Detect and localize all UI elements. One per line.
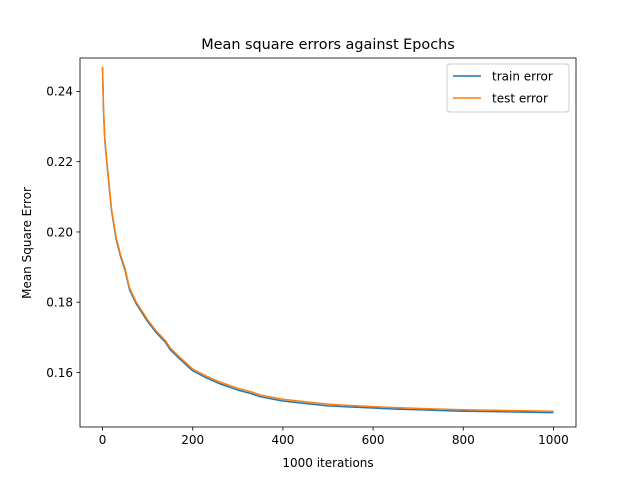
y-tick-label: 0.18 bbox=[46, 296, 73, 310]
x-tick-label: 600 bbox=[362, 433, 385, 447]
x-tick-label: 400 bbox=[271, 433, 294, 447]
x-tick-label: 200 bbox=[181, 433, 204, 447]
y-tick-label: 0.22 bbox=[46, 155, 73, 169]
legend-entry-test-error: test error bbox=[492, 91, 548, 105]
chart-title: Mean square errors against Epochs bbox=[201, 37, 454, 53]
x-tick-label: 800 bbox=[452, 433, 475, 447]
series-line-test-error bbox=[101, 66, 554, 412]
plot-area bbox=[79, 57, 577, 428]
x-tick-label: 0 bbox=[99, 433, 107, 447]
y-tick-label: 0.24 bbox=[46, 85, 73, 99]
x-axis-label: 1000 iterations bbox=[282, 456, 373, 470]
series-line-train-error bbox=[101, 68, 554, 414]
y-axis-ticks: 0.16 0.18 0.20 0.22 0.24 bbox=[46, 85, 80, 380]
y-tick-label: 0.16 bbox=[46, 366, 73, 380]
y-tick-label: 0.20 bbox=[46, 225, 73, 239]
legend: train error test error bbox=[446, 63, 570, 113]
y-axis-label: Mean Square Error bbox=[20, 187, 34, 299]
x-tick-label: 1000 bbox=[538, 433, 569, 447]
plot-frame bbox=[79, 57, 577, 428]
x-axis-ticks: 0 200 400 600 800 1000 bbox=[99, 427, 569, 447]
legend-entry-train-error: train error bbox=[492, 69, 553, 83]
